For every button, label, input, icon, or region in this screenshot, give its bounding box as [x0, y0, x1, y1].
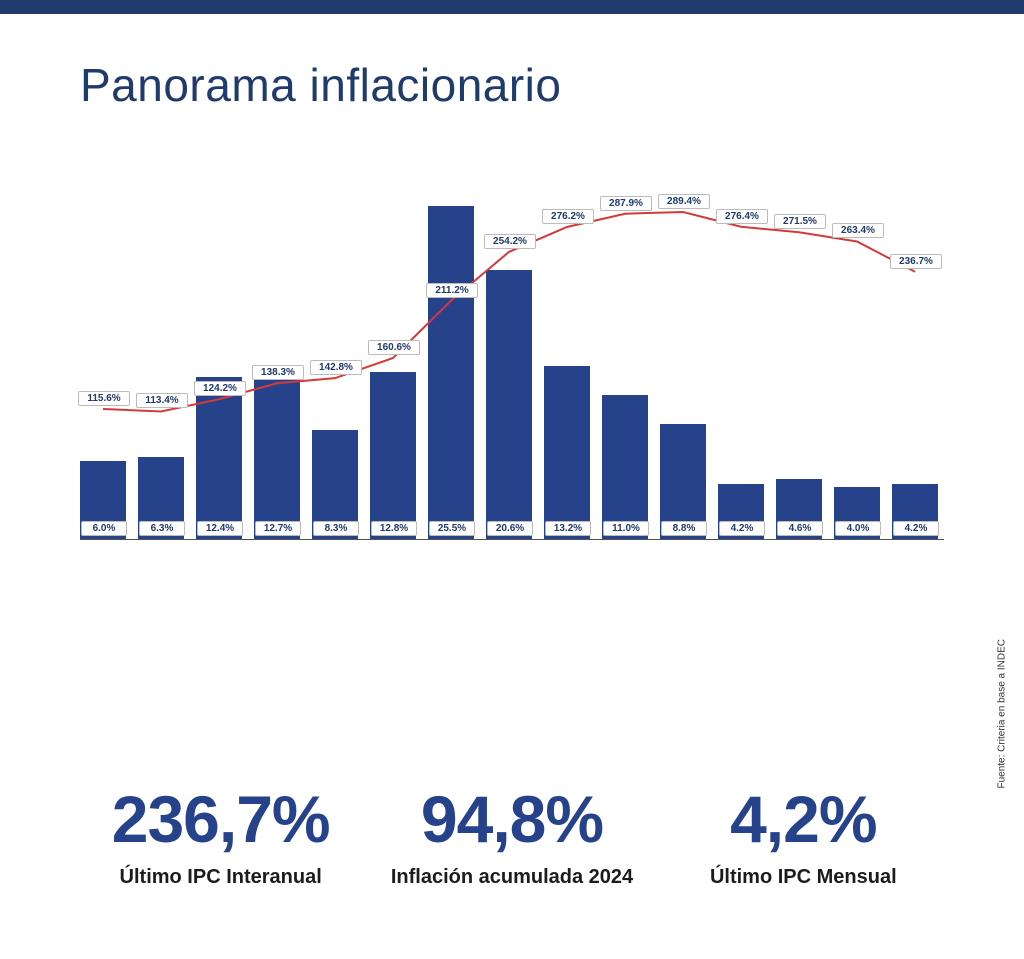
stat-label: Inflación acumulada 2024	[371, 866, 652, 889]
stat-value: 236,7%	[80, 786, 361, 852]
line-value-label: 160.6%	[368, 340, 420, 355]
stat-acumulada: 94,8% Inflación acumulada 2024	[371, 786, 652, 889]
line-value-label: 276.4%	[716, 209, 768, 224]
summary-stats: 236,7% Último IPC Interanual 94,8% Infla…	[80, 786, 944, 889]
line-value-label: 115.6%	[78, 391, 130, 406]
line-value-label: 113.4%	[136, 393, 188, 408]
line-value-label: 289.4%	[658, 194, 710, 209]
line-value-label: 276.2%	[542, 209, 594, 224]
line-value-label: 254.2%	[484, 234, 536, 249]
stat-value: 94,8%	[371, 786, 652, 852]
line-value-label: 142.8%	[310, 360, 362, 375]
stat-value: 4,2%	[663, 786, 944, 852]
stat-mensual: 4,2% Último IPC Mensual	[663, 786, 944, 889]
line-series	[80, 200, 938, 540]
page-title: Panorama inflacionario	[80, 58, 562, 112]
line-value-label: 271.5%	[774, 214, 826, 229]
stat-label: Último IPC Mensual	[663, 866, 944, 889]
line-value-label: 211.2%	[426, 283, 478, 298]
source-note: Fuente: Criteria en base a INDEC	[997, 639, 1008, 789]
stat-interanual: 236,7% Último IPC Interanual	[80, 786, 361, 889]
line-value-label: 287.9%	[600, 196, 652, 211]
inflation-chart: 6.0%115.6%6.3%113.4%12.4%124.2%12.7%138.…	[80, 200, 944, 540]
line-value-label: 138.3%	[252, 365, 304, 380]
line-value-label: 236.7%	[890, 254, 942, 269]
top-accent-bar	[0, 0, 1024, 14]
line-value-label: 124.2%	[194, 381, 246, 396]
chart-plot-area: 6.0%115.6%6.3%113.4%12.4%124.2%12.7%138.…	[80, 200, 944, 540]
line-value-label: 263.4%	[832, 223, 884, 238]
stat-label: Último IPC Interanual	[80, 866, 361, 889]
